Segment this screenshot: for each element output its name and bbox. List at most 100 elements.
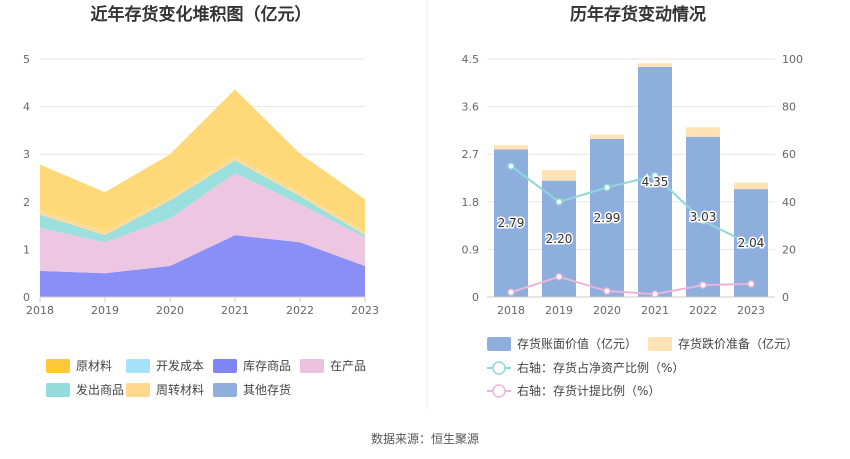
- left-y-tick-label: 4: [23, 101, 30, 114]
- right-y-tick-label: 0: [472, 291, 479, 304]
- ratio-net-assets-point: [555, 198, 563, 206]
- right-y-tick-label: 0.9: [462, 243, 480, 256]
- impairment-stack-bar: [542, 170, 576, 181]
- bar-value-label: 4.35: [642, 175, 669, 189]
- right-legend-label: 存货账面价值（亿元）: [517, 336, 637, 351]
- left-chart-title: 近年存货变化堆积图（亿元）: [91, 4, 312, 25]
- right-legend-marker: [492, 361, 506, 375]
- left-x-tick-label: 2020: [156, 304, 184, 317]
- right-y2-tick-label: 20: [782, 243, 796, 256]
- right-y-tick-label: 1.8: [462, 196, 480, 209]
- right-y-tick-label: 3.6: [462, 101, 480, 114]
- inventory-value-bar: [590, 138, 624, 297]
- left-x-tick-label: 2018: [26, 304, 54, 317]
- ratio-net-assets-point: [507, 162, 515, 170]
- left-legend-swatch: [46, 359, 70, 373]
- bar-value-label: 2.79: [498, 216, 525, 230]
- left-y-tick-label: 0: [23, 291, 30, 304]
- provision-ratio-line: [510, 275, 752, 296]
- left-legend-label: 开发成本: [156, 358, 204, 373]
- ratio-net-assets-point: [747, 240, 755, 249]
- right-legend-marker: [492, 384, 506, 398]
- left-legend-swatch: [213, 359, 237, 373]
- impairment-stack-bar: [686, 127, 720, 137]
- data-source: 数据来源：恒生聚源: [371, 431, 479, 446]
- bar-line-chart: 历年存货变动情况 2.79 2.20 2.99 4.35 3.03 2.04 0 0.9 1.…: [462, 4, 804, 398]
- right-bar-series: [494, 63, 768, 297]
- right-legend-swatch: [648, 337, 672, 351]
- left-y-tick-label: 3: [23, 148, 30, 161]
- left-legend-swatch: [126, 359, 150, 373]
- left-x-tick-label: 2019: [91, 304, 119, 317]
- right-legend-label: 右轴：存货占净资产比例（%）: [517, 360, 684, 375]
- right-bar-labels: 2.79 2.20 2.99 4.35 3.03 2.04: [496, 173, 766, 251]
- area-series-发出商品: [40, 160, 365, 243]
- ratio-net-assets-line: [510, 165, 752, 246]
- right-y2-tick-label: 60: [782, 148, 796, 161]
- right-legend: 存货账面价值（亿元） 存货跌价准备（亿元） 右轴：存货占净资产比例（%） 右轴：存货计…: [487, 336, 798, 398]
- right-y2-tick-label: 40: [782, 196, 796, 209]
- right-y2-tick-label: 80: [782, 101, 796, 114]
- right-line-series: [507, 162, 755, 298]
- right-x-tick-label: 2018: [497, 304, 525, 317]
- area-series-库存商品: [40, 235, 365, 297]
- left-legend-swatch: [126, 383, 150, 397]
- left-y-axis-ticks: 0 1 2 3 4 5: [23, 53, 30, 304]
- right-y-axis-ticks: 0 0.9 1.8 2.7 3.6 4.5: [462, 53, 480, 304]
- right-legend-swatch: [487, 337, 511, 351]
- bar-value-label: 2.99: [594, 211, 621, 225]
- ratio-net-assets-point: [651, 171, 659, 180]
- right-legend-label: 右轴：存货计提比例（%）: [517, 383, 660, 398]
- impairment-stack-bar: [590, 134, 624, 139]
- right-x-axis-ticks: 2018 2019 2020 2021 2022 2023: [487, 296, 775, 317]
- provision-ratio-point: [747, 280, 755, 288]
- left-y-tick-label: 2: [23, 196, 30, 209]
- stacked-area-chart: 近年存货变化堆积图（亿元） 0 1 2 3 4 5 2018 2019 2020 2021 202…: [23, 4, 379, 397]
- ratio-net-assets-point: [603, 183, 611, 192]
- left-legend-swatch: [46, 383, 70, 397]
- left-legend-swatch: [300, 359, 324, 373]
- area-series-其他存货: [40, 89, 365, 232]
- provision-ratio-point: [651, 290, 659, 298]
- provision-ratio-point: [507, 288, 515, 296]
- right-x-tick-label: 2019: [545, 304, 573, 317]
- right-legend-label: 存货跌价准备（亿元）: [678, 336, 798, 351]
- left-legend-label: 发出商品: [76, 382, 124, 397]
- left-x-axis-ticks: 2018 2019 2020 2021 2022 2023: [26, 296, 379, 317]
- provision-ratio-point: [699, 281, 707, 289]
- bar-value-label: 2.20: [546, 232, 573, 246]
- left-legend-label: 周转材料: [156, 382, 204, 397]
- bar-value-label: 3.03: [690, 210, 717, 224]
- left-x-tick-label: 2021: [221, 304, 249, 317]
- provision-ratio-point: [603, 287, 611, 295]
- left-legend-label: 原材料: [76, 359, 112, 373]
- right-y-tick-label: 2.7: [462, 148, 480, 161]
- area-series-周转材料: [40, 156, 365, 236]
- inventory-value-bar: [638, 66, 672, 297]
- left-y-tick-label: 5: [23, 53, 30, 66]
- right-x-tick-label: 2021: [641, 304, 669, 317]
- right-x-tick-label: 2020: [593, 304, 621, 317]
- right-x-tick-label: 2023: [737, 304, 765, 317]
- left-legend-swatch: [213, 383, 237, 397]
- impairment-stack-bar: [638, 63, 672, 67]
- impairment-stack-bar: [734, 182, 768, 190]
- right-y2-tick-label: 100: [782, 53, 803, 66]
- right-x-tick-label: 2022: [689, 304, 717, 317]
- left-y-tick-label: 1: [23, 243, 30, 256]
- area-series-在产品: [40, 173, 365, 274]
- right-y-tick-label: 4.5: [462, 53, 480, 66]
- left-area-series: [40, 89, 365, 297]
- right-chart-title: 历年存货变动情况: [570, 4, 706, 25]
- ratio-net-assets-point: [699, 217, 707, 225]
- right-gridlines: [487, 58, 775, 298]
- bar-value-label: 2.04: [738, 236, 765, 250]
- impairment-stack-bar: [494, 145, 528, 150]
- inventory-value-bar: [686, 136, 720, 297]
- left-legend-label: 在产品: [330, 359, 366, 373]
- provision-ratio-point: [555, 273, 563, 281]
- left-legend-label: 库存商品: [243, 358, 291, 373]
- right-y2-tick-label: 0: [782, 291, 789, 304]
